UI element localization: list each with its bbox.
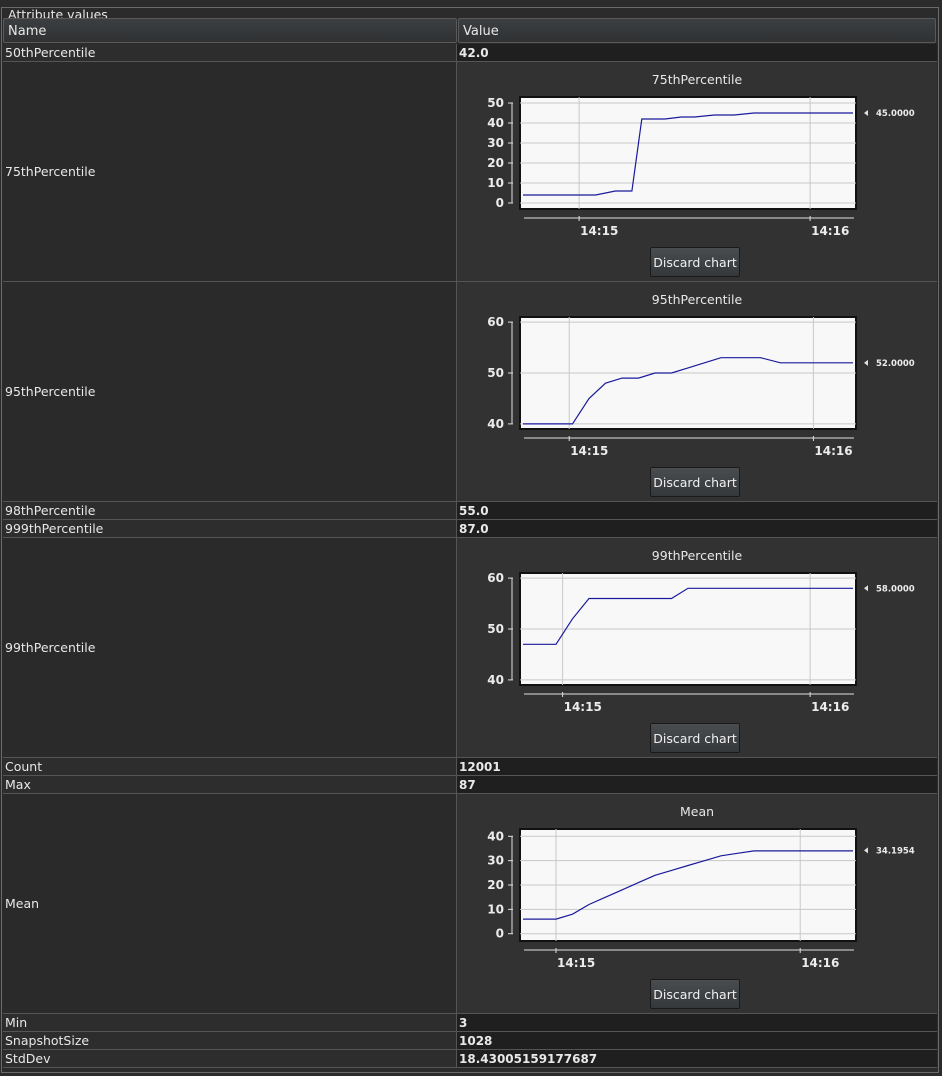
attribute-name: Min [3, 1014, 457, 1031]
y-tick-label: 40 [487, 829, 504, 843]
line-chart: 0 10 20 30 40 50 14:15 14:16 45.0000 [487, 96, 915, 238]
table-row-rmean[interactable]: Mean Mean 0 10 20 30 40 14:15 14:16 34.1954 Discar… [3, 794, 937, 1014]
chart-title: 75thPercentile [651, 72, 743, 87]
attribute-name: 999thPercentile [3, 520, 457, 537]
discard-chart-button[interactable]: Discard chart [650, 247, 740, 277]
y-tick-label: 30 [487, 854, 504, 868]
attribute-name: Mean [3, 794, 457, 1013]
y-tick-label: 0 [496, 927, 504, 941]
attribute-value: 12001 [457, 758, 937, 775]
current-value-label: 58.0000 [876, 584, 915, 594]
x-tick-label: 14:15 [570, 444, 608, 458]
attribute-value: 55.0 [457, 502, 937, 519]
line-chart: 40 50 60 14:15 14:16 58.0000 [487, 571, 915, 714]
table-row-rmin[interactable]: Min 3 [3, 1014, 937, 1032]
attribute-value: 1028 [457, 1032, 937, 1049]
attribute-name: StdDev [3, 1050, 457, 1067]
attribute-value: 3 [457, 1014, 937, 1031]
current-value-marker [864, 847, 868, 854]
table-header: Name Value [3, 18, 937, 44]
current-value-marker [864, 359, 868, 366]
y-tick-label: 60 [487, 571, 504, 585]
series-line [523, 112, 853, 196]
table-row-r98[interactable]: 98thPercentile 55.0 [3, 502, 937, 520]
table-row-r99[interactable]: 99thPercentile 99thPercentile 40 50 60 14:15 1… [3, 538, 937, 758]
attribute-chart: 95thPercentile 40 50 60 14:15 14:16 52.0000 Dis… [457, 282, 937, 501]
attribute-table[interactable]: Name Value 50thPercentile 42.0 75thPercent… [3, 18, 937, 1068]
line-chart: 0 10 20 30 40 14:15 14:16 34.1954 [487, 828, 915, 970]
table-body: 50thPercentile 42.0 75thPercentile 75thPerc… [3, 44, 937, 1068]
discard-chart-button[interactable]: Discard chart [650, 979, 740, 1009]
y-tick-label: 40 [487, 417, 504, 431]
attribute-name: 99thPercentile [3, 538, 457, 757]
current-value-label: 34.1954 [876, 846, 915, 856]
attribute-name: 75thPercentile [3, 62, 457, 281]
y-tick-label: 60 [487, 315, 504, 329]
y-tick-label: 50 [487, 622, 504, 636]
current-value-label: 52.0000 [876, 359, 915, 369]
attribute-name: 50thPercentile [3, 44, 457, 61]
y-tick-label: 10 [487, 176, 504, 190]
series-line [523, 850, 853, 920]
attribute-name: Count [3, 758, 457, 775]
x-tick-label: 14:16 [811, 224, 849, 238]
y-tick-label: 50 [487, 366, 504, 380]
attribute-name: SnapshotSize [3, 1032, 457, 1049]
x-tick-label: 14:15 [557, 956, 595, 970]
attribute-value: 42.0 [457, 44, 937, 61]
y-tick-label: 10 [487, 902, 504, 916]
y-tick-label: 50 [487, 96, 504, 110]
table-row-r95[interactable]: 95thPercentile 95thPercentile 40 50 60 14:15 1… [3, 282, 937, 502]
attribute-chart: 75thPercentile 0 10 20 30 40 50 14:15 14:16 45.00… [457, 62, 937, 281]
x-tick-label: 14:15 [580, 224, 618, 238]
y-tick-label: 20 [487, 156, 504, 170]
table-row-r999[interactable]: 999thPercentile 87.0 [3, 520, 937, 538]
y-tick-label: 20 [487, 878, 504, 892]
chart-title: Mean [679, 804, 715, 819]
attribute-name: 95thPercentile [3, 282, 457, 501]
chart-title: 99thPercentile [651, 548, 743, 563]
line-chart: 40 50 60 14:15 14:16 52.0000 [487, 315, 915, 458]
attribute-value: 87 [457, 776, 937, 793]
x-tick-label: 14:15 [564, 700, 602, 714]
table-row-rcount[interactable]: Count 12001 [3, 758, 937, 776]
x-tick-label: 14:16 [814, 444, 852, 458]
plot-area [519, 96, 857, 210]
series-line [523, 587, 853, 645]
column-header-name[interactable]: Name [3, 18, 457, 43]
table-row-r75[interactable]: 75thPercentile 75thPercentile 0 10 20 30 40 50 1… [3, 62, 937, 282]
y-tick-label: 30 [487, 136, 504, 150]
series-line [523, 357, 853, 425]
chart-title: 95thPercentile [651, 292, 743, 307]
x-tick-label: 14:16 [811, 700, 849, 714]
attribute-chart: Mean 0 10 20 30 40 14:15 14:16 34.1954 Discard ch… [457, 794, 937, 1013]
attribute-name: Max [3, 776, 457, 793]
column-header-value[interactable]: Value [458, 18, 936, 43]
table-row-rmax[interactable]: Max 87 [3, 776, 937, 794]
attribute-value: 87.0 [457, 520, 937, 537]
discard-chart-button[interactable]: Discard chart [650, 467, 740, 497]
discard-chart-button[interactable]: Discard chart [650, 723, 740, 753]
attribute-value: 18.43005159177687 [457, 1050, 937, 1067]
y-tick-label: 0 [496, 196, 504, 210]
current-value-marker [864, 585, 868, 592]
y-tick-label: 40 [487, 116, 504, 130]
x-tick-label: 14:16 [801, 956, 839, 970]
current-value-label: 45.0000 [876, 109, 915, 119]
attribute-name: 98thPercentile [3, 502, 457, 519]
table-row-rsnap[interactable]: SnapshotSize 1028 [3, 1032, 937, 1050]
attribute-chart: 99thPercentile 40 50 60 14:15 14:16 58.0000 Dis… [457, 538, 937, 757]
current-value-marker [864, 110, 868, 116]
y-tick-label: 40 [487, 673, 504, 687]
table-row-rstd[interactable]: StdDev 18.43005159177687 [3, 1050, 937, 1068]
table-row-r50[interactable]: 50thPercentile 42.0 [3, 44, 937, 62]
